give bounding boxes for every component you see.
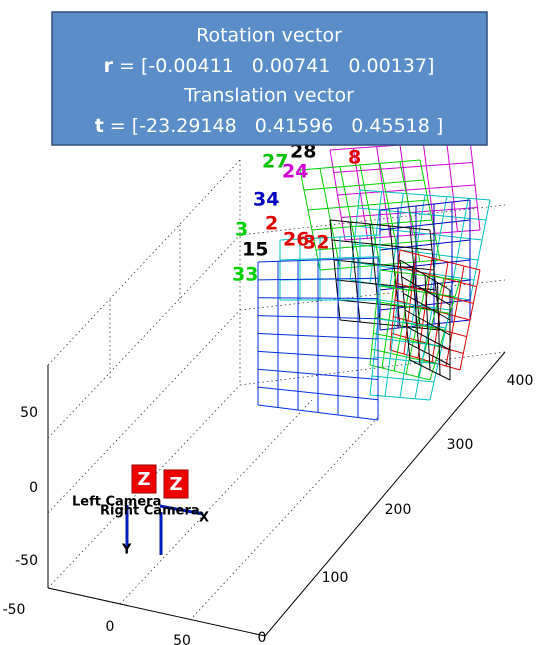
tick-label: 200 [385, 502, 412, 518]
camera-z: Z [169, 474, 182, 495]
board-label: 3 [235, 219, 248, 241]
camera-axis-label: Y [121, 543, 132, 558]
translation-title: Translation vector [183, 85, 354, 107]
vector-value: 0.00741 [252, 55, 331, 77]
bracket: = [ [110, 115, 139, 137]
rotation-title: Rotation vector [196, 25, 342, 47]
board-label: 24 [282, 161, 308, 183]
camera-z: Z [137, 469, 150, 490]
board-line [385, 303, 398, 397]
board-line [380, 200, 470, 210]
tick-label: 100 [322, 570, 349, 586]
tick-label: 0 [106, 619, 115, 635]
board-label: 32 [303, 232, 329, 254]
vector-symbol: r [104, 55, 114, 77]
board-label: 15 [242, 239, 268, 261]
camera-label: Right Camera [100, 504, 200, 519]
bracket: ] [430, 115, 443, 137]
rotation-line: r= [-0.00411 0.00741 0.00137] [104, 55, 435, 77]
vector-value: 0.45518 [351, 115, 430, 137]
tick-label: 0 [258, 630, 267, 645]
board-line [360, 190, 490, 200]
tick-label: -50 [3, 602, 26, 618]
board-label: 2 [265, 213, 278, 235]
tick-label: 300 [447, 437, 474, 453]
board-line [392, 333, 464, 353]
vector-symbol: t [95, 115, 104, 137]
vector-value: 0.00137 [348, 55, 427, 77]
camera-axis-label: X [199, 511, 209, 526]
tick-label: 50 [20, 405, 38, 421]
vector-value: 0.41596 [255, 115, 334, 137]
tick-label: 400 [507, 373, 534, 389]
vector-value: -0.00411 [148, 55, 233, 77]
board-label: 34 [253, 189, 279, 211]
figure: 2882724342315263233 ZZLeft CameraRight C… [0, 0, 536, 645]
board-line [358, 208, 486, 220]
board-label: 33 [232, 264, 258, 286]
board-line [380, 240, 470, 250]
tick-label: 0 [29, 480, 38, 496]
translation-line: t = [-23.29148 0.41596 0.45518 ] [95, 115, 444, 137]
board-line [470, 200, 490, 300]
vector-value: -23.29148 [139, 115, 237, 137]
board-line [300, 170, 320, 270]
board-label: 8 [348, 147, 361, 169]
bracket: = [ [119, 55, 148, 77]
bracket: ] [427, 55, 434, 77]
board-line [372, 349, 435, 363]
tick-label: -50 [15, 553, 38, 569]
tick-label: 50 [173, 633, 191, 645]
